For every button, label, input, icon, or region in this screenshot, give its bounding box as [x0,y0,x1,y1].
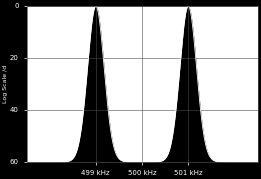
Text: f₆ = 500 kHz
fₛ = 1.0 kHz: f₆ = 500 kHz fₛ = 1.0 kHz [209,134,253,147]
Y-axis label: Log Scale /d: Log Scale /d [3,65,8,103]
